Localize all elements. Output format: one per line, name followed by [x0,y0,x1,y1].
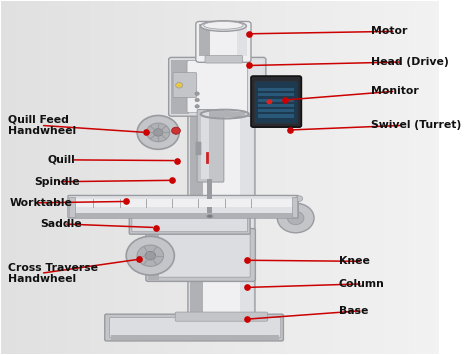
Polygon shape [148,234,159,280]
Text: Quill: Quill [47,155,75,165]
Text: Head (Drive): Head (Drive) [372,57,449,67]
Circle shape [266,99,273,104]
Circle shape [195,105,200,108]
Bar [111,335,280,339]
Circle shape [137,115,179,149]
Text: Knee: Knee [338,256,369,266]
FancyBboxPatch shape [175,312,268,321]
Text: Column: Column [338,279,384,289]
Bar [257,104,294,107]
FancyBboxPatch shape [251,76,301,127]
Bar [237,24,247,56]
Text: Spindle: Spindle [34,177,80,187]
Bar [257,99,294,102]
Bar [200,24,210,56]
FancyBboxPatch shape [109,317,281,338]
FancyBboxPatch shape [68,196,298,218]
Bar [201,110,210,179]
Circle shape [146,123,170,142]
Bar [257,88,294,91]
Circle shape [176,82,182,88]
Circle shape [287,211,304,225]
Text: Base: Base [338,306,368,316]
FancyBboxPatch shape [187,61,247,113]
Circle shape [195,98,200,102]
Ellipse shape [204,21,243,29]
Text: Quill Feed
Handwheel: Quill Feed Handwheel [8,115,76,136]
FancyBboxPatch shape [188,62,255,318]
Bar [257,109,294,112]
Bar [71,199,296,207]
Ellipse shape [207,214,213,218]
FancyBboxPatch shape [151,233,250,277]
Circle shape [172,127,181,134]
Ellipse shape [201,21,246,31]
Text: Worktable: Worktable [10,198,73,208]
FancyBboxPatch shape [196,21,251,62]
Bar [190,63,203,317]
Circle shape [195,92,200,95]
FancyBboxPatch shape [196,142,201,155]
FancyBboxPatch shape [255,81,297,124]
FancyBboxPatch shape [129,212,250,234]
Bar [203,63,240,317]
FancyBboxPatch shape [169,58,266,116]
Text: Monitor: Monitor [372,86,419,96]
Text: Saddle: Saddle [40,219,82,229]
Circle shape [145,251,155,260]
FancyBboxPatch shape [197,110,224,182]
Bar [207,179,212,216]
Bar [257,93,294,97]
FancyBboxPatch shape [132,215,247,232]
Circle shape [296,196,303,201]
Text: Motor: Motor [372,26,408,36]
Bar [292,197,297,217]
Bar [71,213,296,217]
FancyBboxPatch shape [146,229,255,282]
Ellipse shape [204,111,246,117]
Bar [246,60,263,114]
Circle shape [154,129,163,136]
Circle shape [277,203,314,233]
Text: Cross Traverse
Handwheel: Cross Traverse Handwheel [8,262,98,284]
Bar [257,114,294,118]
FancyBboxPatch shape [173,72,197,98]
Circle shape [126,236,174,275]
FancyBboxPatch shape [205,56,243,63]
Text: Swivel (Turret): Swivel (Turret) [372,120,462,130]
Bar [69,197,74,217]
FancyBboxPatch shape [105,314,283,341]
Bar [150,230,249,233]
Bar [240,63,253,317]
Bar [171,60,189,114]
Circle shape [137,245,164,266]
